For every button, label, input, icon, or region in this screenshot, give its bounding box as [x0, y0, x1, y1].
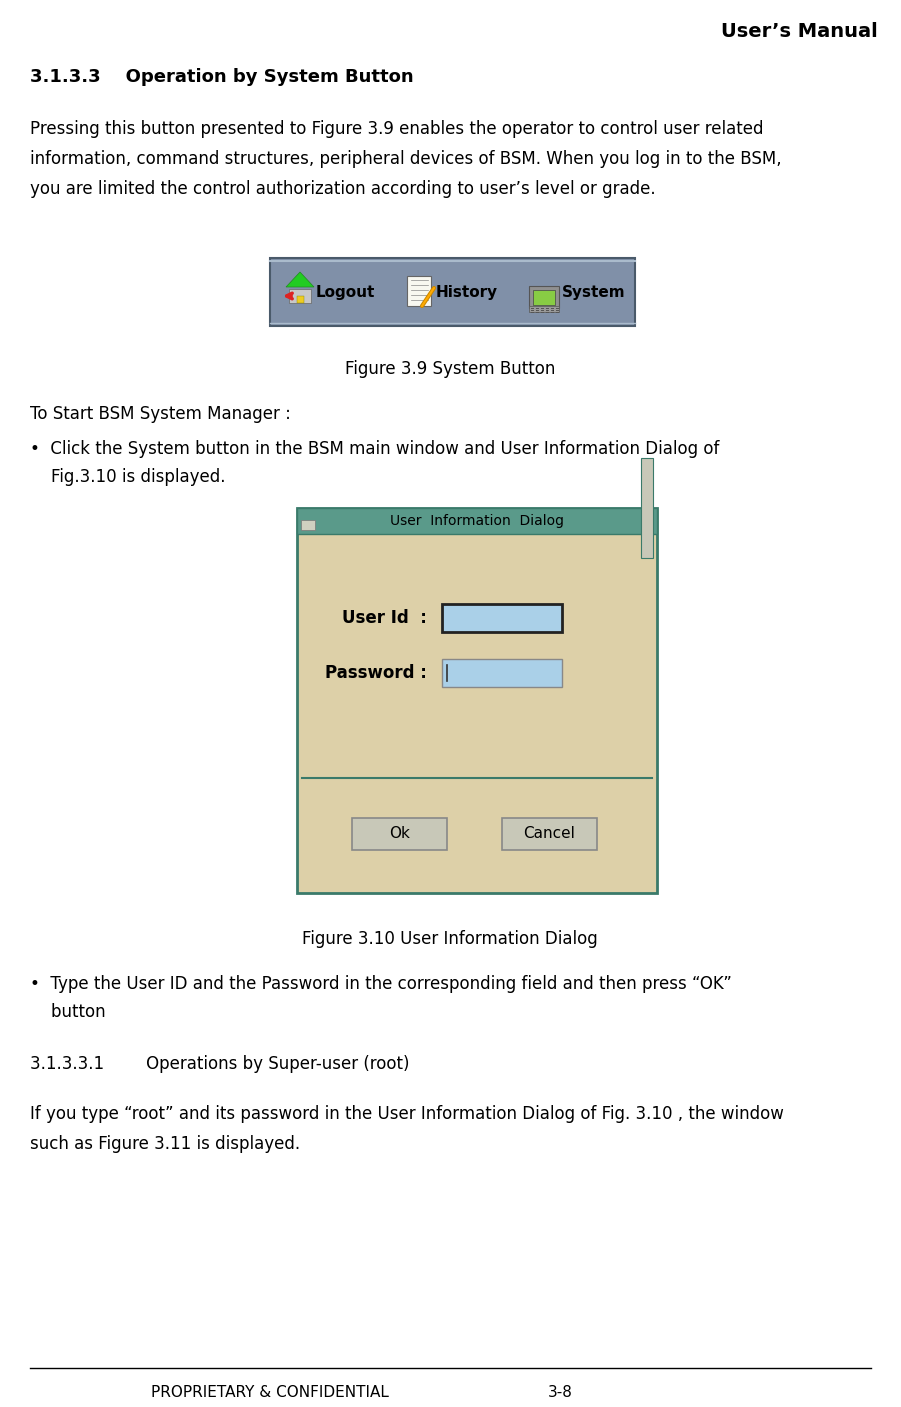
Text: History: History	[436, 284, 498, 300]
Text: Ok: Ok	[389, 826, 410, 841]
Bar	[533, 290, 555, 305]
Text: User  Information  Dialog: User Information Dialog	[390, 514, 564, 528]
Text: If you type “root” and its password in the User Information Dialog of Fig. 3.10 : If you type “root” and its password in t…	[30, 1104, 784, 1123]
Text: information, command structures, peripheral devices of BSM. When you log in to t: information, command structures, periphe…	[30, 151, 782, 167]
Text: Fig.3.10 is displayed.: Fig.3.10 is displayed.	[30, 469, 225, 485]
Polygon shape	[286, 272, 314, 287]
Text: 3.1.3.3    Operation by System Button: 3.1.3.3 Operation by System Button	[30, 68, 414, 86]
Bar	[297, 295, 304, 303]
Text: To Start BSM System Manager :: To Start BSM System Manager :	[30, 405, 291, 424]
Bar	[529, 305, 559, 312]
FancyBboxPatch shape	[352, 817, 447, 850]
Text: •  Click the System button in the BSM main window and User Information Dialog of: • Click the System button in the BSM mai…	[30, 440, 719, 459]
FancyBboxPatch shape	[297, 508, 657, 535]
Text: button: button	[30, 1003, 105, 1021]
Text: User Id  :: User Id :	[342, 609, 427, 628]
Bar	[529, 286, 559, 308]
Text: •  Type the User ID and the Password in the corresponding field and then press “: • Type the User ID and the Password in t…	[30, 975, 732, 993]
Text: PROPRIETARY & CONFIDENTIAL: PROPRIETARY & CONFIDENTIAL	[151, 1384, 389, 1400]
Text: Figure 3.10 User Information Dialog: Figure 3.10 User Information Dialog	[302, 930, 598, 948]
Bar	[641, 459, 653, 559]
Text: User’s Manual: User’s Manual	[721, 23, 878, 41]
Text: you are limited the control authorization according to user’s level or grade.: you are limited the control authorizatio…	[30, 180, 656, 198]
Text: Password :: Password :	[325, 664, 427, 682]
Bar	[301, 521, 315, 530]
Text: System: System	[562, 284, 625, 300]
Text: 3-8: 3-8	[548, 1384, 572, 1400]
FancyBboxPatch shape	[297, 508, 657, 893]
Bar	[442, 604, 562, 632]
Bar	[442, 658, 562, 687]
FancyBboxPatch shape	[270, 257, 635, 326]
Text: Logout: Logout	[316, 284, 376, 300]
Text: 3.1.3.3.1        Operations by Super-user (root): 3.1.3.3.1 Operations by Super-user (root…	[30, 1055, 409, 1074]
Text: Pressing this button presented to Figure 3.9 enables the operator to control use: Pressing this button presented to Figure…	[30, 120, 763, 138]
Text: such as Figure 3.11 is displayed.: such as Figure 3.11 is displayed.	[30, 1135, 300, 1152]
Bar	[289, 288, 311, 303]
Text: Figure 3.9 System Button: Figure 3.9 System Button	[345, 360, 555, 378]
Bar	[407, 276, 431, 305]
Text: Cancel: Cancel	[523, 826, 576, 841]
FancyBboxPatch shape	[502, 817, 597, 850]
